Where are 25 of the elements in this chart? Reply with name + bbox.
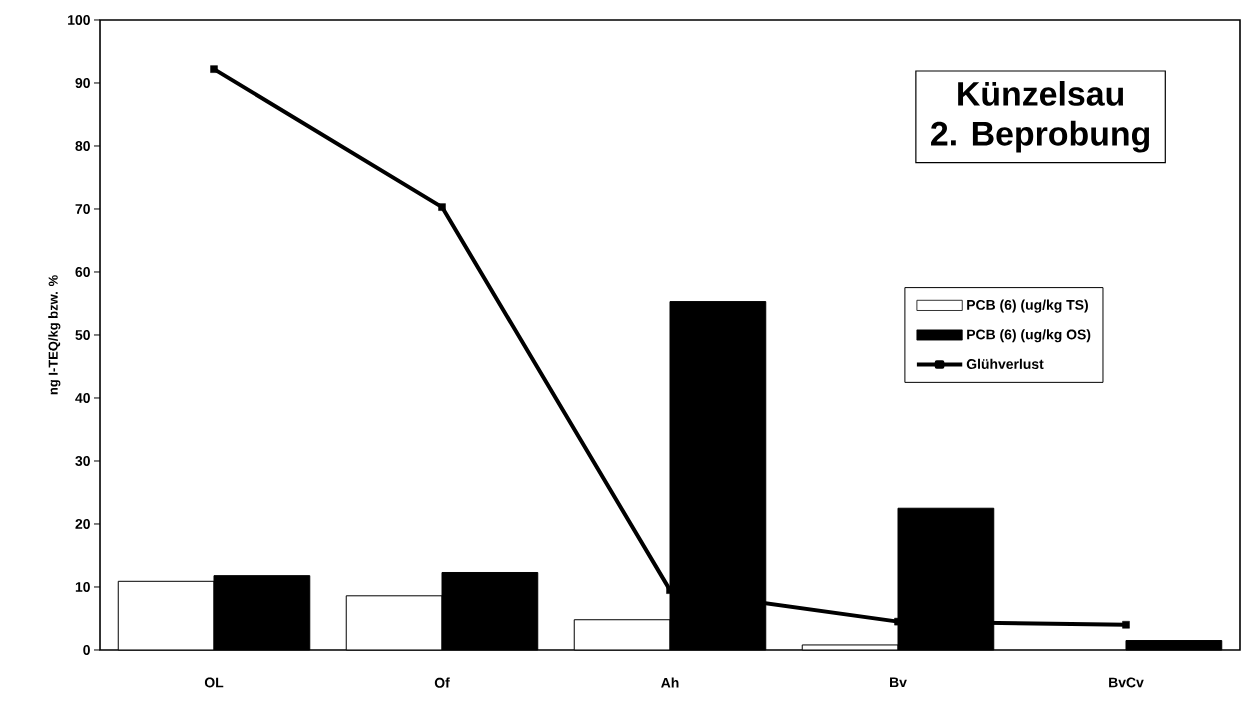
x-tick-label: Ah: [661, 677, 679, 688]
y-tick-label: 100: [68, 15, 90, 25]
y-tick-label: 60: [75, 267, 90, 277]
x-tick-label: Bv: [890, 677, 907, 688]
point: [438, 203, 446, 211]
y-tick-label: 90: [75, 78, 90, 88]
point: [1122, 621, 1130, 629]
y-tick-label: 10: [75, 582, 90, 592]
y-tick-label: 20: [75, 519, 90, 529]
x-tick-label: Of: [434, 677, 450, 688]
legend-label: PCB (6) (ug/kg TS): [967, 299, 1088, 313]
y-axis-title: ng I-TEQ/kg bzw. %: [48, 275, 61, 395]
y-tick-label: 70: [75, 204, 90, 214]
y-tick-label: 30: [75, 456, 90, 466]
y-tick-label: 0: [83, 645, 90, 655]
x-tick-label: BvCv: [1109, 677, 1144, 688]
point: [210, 65, 218, 73]
text: Künzelsau: [958, 80, 1124, 106]
legend-label: PCB (6) (ug/kg OS): [967, 329, 1091, 343]
text: 2. Beprobung: [931, 120, 1150, 153]
y-tick-label: 80: [75, 141, 90, 151]
y-tick-label: 50: [75, 330, 90, 340]
legend-label: Glühverlust: [966, 358, 1044, 370]
y-tick-label: 40: [75, 393, 90, 403]
x-tick-label: OL: [204, 677, 224, 688]
